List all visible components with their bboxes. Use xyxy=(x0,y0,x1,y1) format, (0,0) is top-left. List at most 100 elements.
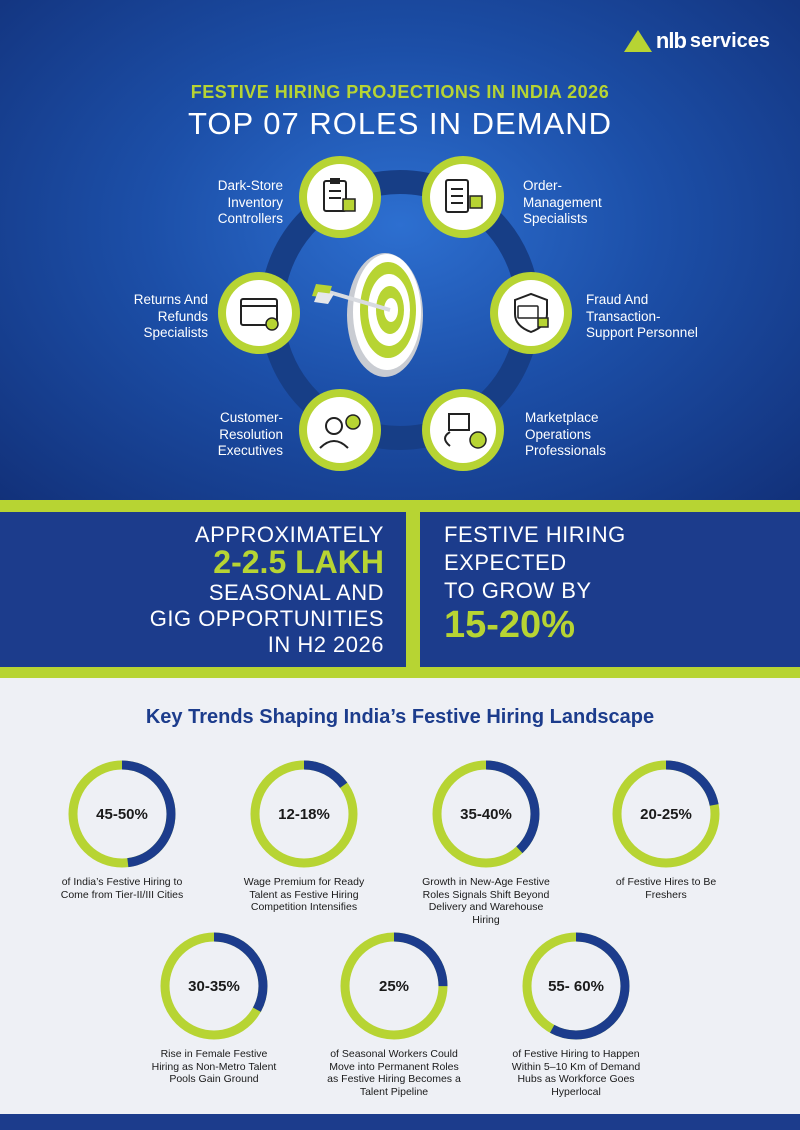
stat-box-opportunities: APPROXIMATELY 2-2.5 LAKH SEASONAL AND GI… xyxy=(0,512,406,667)
role-label-returns-refunds: Returns And Refunds Specialists xyxy=(134,292,208,342)
trend-donut: 55- 60% xyxy=(520,930,632,1042)
trend-caption-line: Growth in New-Age Festive xyxy=(422,876,550,888)
trend-caption-line: Rise in Female Festive xyxy=(160,1048,268,1060)
donut-chart xyxy=(340,932,448,1040)
headset-agent-icon xyxy=(299,389,381,471)
trend-caption-line: of India’s Festive Hiring to xyxy=(61,876,183,888)
role-line: Operations xyxy=(525,426,592,442)
trend-value: 20-25% xyxy=(640,805,692,823)
role-line: Customer- xyxy=(219,410,283,425)
trend-caption-line: of Seasonal Workers Could xyxy=(330,1048,458,1060)
stat-highlight-growth: 15-20% xyxy=(444,604,575,646)
donut-chart xyxy=(250,760,358,868)
logo-triangle-icon xyxy=(623,30,652,52)
role-line: Support Personnel xyxy=(586,325,698,340)
role-line: Professionals xyxy=(525,443,607,458)
page-title: TOP 07 ROLES IN DEMAND xyxy=(188,106,612,141)
role-line: Returns And xyxy=(133,292,208,307)
browser-settings-icon xyxy=(218,272,300,354)
trend-caption: of Festive Hires to Be Freshers xyxy=(586,876,746,901)
donut-chart xyxy=(160,932,268,1040)
logo-text-services: services xyxy=(689,29,770,52)
stat-text: TO GROW BY xyxy=(444,578,592,603)
trend-caption-line: Hiring xyxy=(472,913,500,926)
role-line: Transaction- xyxy=(586,308,661,324)
donut-chart xyxy=(612,760,720,868)
trend-donut: 20-25% xyxy=(610,758,722,870)
donut-share-arc xyxy=(250,760,358,868)
role-label-dark-store: Dark-Store Inventory Controllers xyxy=(218,178,283,228)
trend-value: 45-50% xyxy=(96,805,148,823)
role-label-customer-resolution: Customer- Resolution Executives xyxy=(218,410,283,460)
stat-text: IN H2 2026 xyxy=(267,632,384,657)
trend-caption-line: Move into Permanent Roles xyxy=(329,1060,459,1073)
trend-value: 12-18% xyxy=(278,805,330,823)
trend-value: 30-35% xyxy=(188,977,240,995)
trend-caption-line: Delivery and Warehouse xyxy=(428,901,544,913)
stat-text: SEASONAL AND xyxy=(208,580,384,605)
trend-caption-line: Hiring as Non-Metro Talent xyxy=(151,1060,277,1073)
roles-diagram xyxy=(218,156,572,471)
trend-caption: of India’s Festive Hiring to Come from Ti… xyxy=(42,876,202,901)
stats-band: APPROXIMATELY 2-2.5 LAKH SEASONAL AND GI… xyxy=(0,500,800,678)
role-line: Inventory xyxy=(227,194,283,210)
trend-donut: 35-40% xyxy=(430,758,542,870)
footer-bar xyxy=(0,1114,800,1130)
stat-text: APPROXIMATELY xyxy=(194,522,384,547)
role-line: Marketplace xyxy=(525,410,599,425)
stat-text: GIG OPPORTUNITIES xyxy=(149,606,384,631)
trend-caption-line: Hyperlocal xyxy=(551,1085,601,1098)
role-line: Executives xyxy=(217,443,283,458)
donut-share-arc xyxy=(522,932,630,1040)
trend-caption-line: Talent as Festive Hiring xyxy=(249,888,359,901)
trend-caption-line: Talent Pipeline xyxy=(359,1085,429,1098)
trend-caption-line: Roles Signals Shift Beyond xyxy=(422,888,550,901)
trend-caption-line: Within 5–10 Km of Demand xyxy=(511,1060,641,1073)
trend-caption: of Festive Hiring to Happen Within 5–10 K… xyxy=(496,1048,656,1098)
box-return-dollar-icon xyxy=(422,389,504,471)
role-line: Management xyxy=(523,194,602,210)
trend-donut: 30-35% xyxy=(158,930,270,1042)
logo-text-nlb: nlb xyxy=(655,28,687,53)
role-line: Dark-Store xyxy=(217,178,283,193)
role-label-order-management: Order- Management Specialists xyxy=(523,178,602,228)
stat-box-growth: FESTIVE HIRING EXPECTED TO GROW BY 15-20… xyxy=(420,512,800,667)
donut-share-arc xyxy=(432,760,540,868)
trend-caption-line: as Festive Hiring Becomes a xyxy=(327,1073,461,1085)
trend-caption-line: of Festive Hiring to Happen xyxy=(512,1048,640,1060)
trend-value: 25% xyxy=(378,977,410,995)
clipboard-boxes-icon xyxy=(299,156,381,238)
trend-caption: Rise in Female Festive Hiring as Non-Metr… xyxy=(134,1048,294,1086)
trend-caption: of Seasonal Workers Could Move into Perma… xyxy=(314,1048,474,1098)
trend-value: 35-40% xyxy=(460,805,512,823)
trend-caption-line: Hubs as Workforce Goes xyxy=(517,1073,635,1085)
role-line: Specialists xyxy=(143,325,208,340)
stat-highlight-lakh: 2-2.5 LAKH xyxy=(213,544,384,580)
trend-donut: 45-50% xyxy=(66,758,178,870)
trend-caption-line: Come from Tier-II/III Cities xyxy=(60,888,184,901)
stat-text: FESTIVE HIRING xyxy=(444,522,626,547)
role-line: Order- xyxy=(523,178,563,193)
card-shield-icon xyxy=(490,272,572,354)
dartboard-target-icon xyxy=(312,253,423,377)
role-line: Controllers xyxy=(217,211,283,226)
hero-panel xyxy=(0,0,800,500)
stat-text: EXPECTED xyxy=(444,550,567,575)
donut-chart xyxy=(68,760,176,868)
donut-share-arc xyxy=(160,932,268,1040)
trend-caption-line: Competition Intensifies xyxy=(250,901,358,913)
trend-caption: Wage Premium for Ready Talent as Festive … xyxy=(224,876,384,914)
trends-title: Key Trends Shaping India’s Festive Hirin… xyxy=(145,706,655,728)
role-line: Fraud And xyxy=(586,292,649,307)
page-subtitle: FESTIVE HIRING PROJECTIONS IN INDIA 2026 xyxy=(190,82,610,102)
nlb-logo: nlb services xyxy=(623,28,770,54)
trend-value: 55- 60% xyxy=(548,977,604,995)
donut-chart xyxy=(432,760,540,868)
checklist-box-icon xyxy=(422,156,504,238)
donut-share-arc xyxy=(340,932,448,1040)
donut-share-arc xyxy=(612,760,720,868)
trend-caption: Growth in New-Age Festive Roles Signals S… xyxy=(406,876,566,926)
trend-caption-line: Wage Premium for Ready xyxy=(243,876,365,888)
role-line: Specialists xyxy=(523,211,588,226)
trend-donut: 12-18% xyxy=(248,758,360,870)
